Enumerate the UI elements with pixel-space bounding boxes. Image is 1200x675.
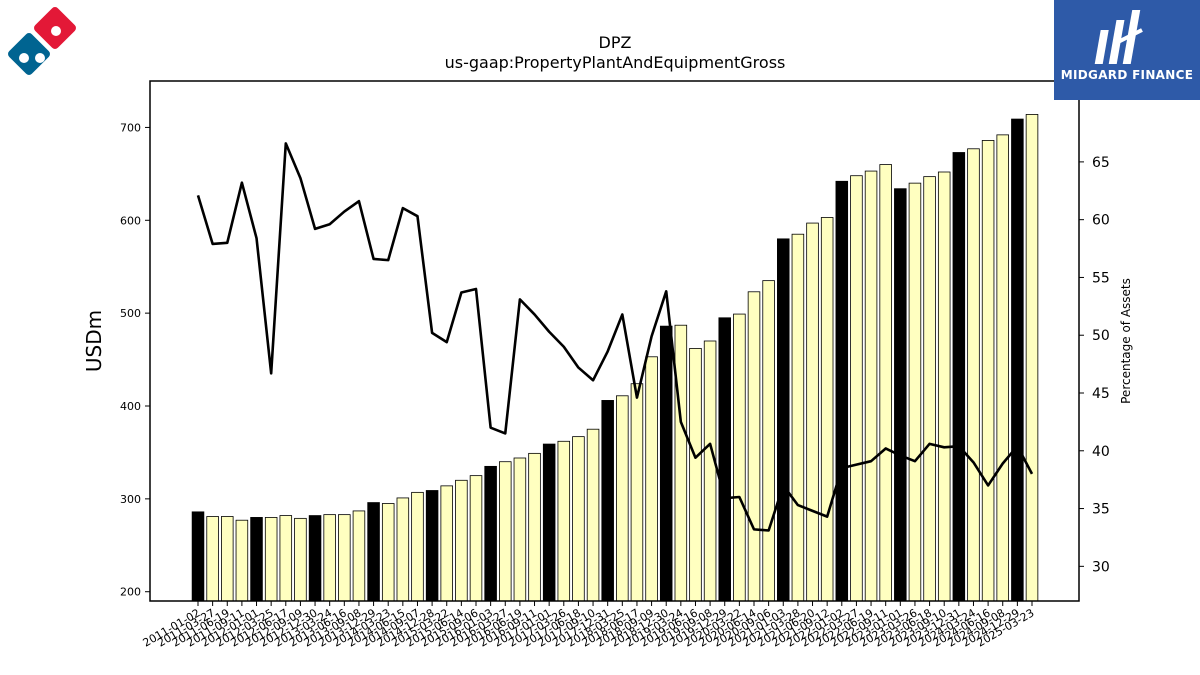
y-tick-label: 400 [120, 400, 141, 413]
bar-2012-03-25 [264, 517, 278, 602]
bar-2021-01-03 [777, 238, 790, 602]
bar-2014-12-28 [425, 490, 439, 602]
percentage-line [196, 142, 1034, 532]
bar-2014-06-15 [396, 497, 410, 602]
bar-2023-09-10 [937, 171, 951, 602]
bar-2018-06-17 [630, 383, 644, 602]
y-tick-label: 200 [120, 586, 141, 599]
y-right-tick-label: 50 [1092, 328, 1110, 344]
y-axis-right: 30 35 40 45 50 55 60 65 [1079, 155, 1110, 575]
line-series [196, 142, 1034, 532]
y-right-tick-label: 40 [1092, 444, 1110, 460]
bar-2016-06-19 [513, 457, 527, 602]
plot-frame [149, 80, 1080, 602]
bar-2024-12-29 [1011, 118, 1024, 602]
bar-2023-03-26 [908, 182, 922, 602]
y-axis-left: 200 300 400 500 600 700 [120, 121, 150, 599]
bar-2017-09-10 [586, 428, 600, 602]
bar-2012-01-01 [250, 517, 263, 602]
bar-2017-06-18 [572, 436, 585, 602]
bar-2019-09-08 [703, 340, 717, 602]
bar-2022-03-27 [850, 175, 863, 602]
bar-2024-06-16 [981, 140, 995, 602]
y-tick-label: 600 [120, 214, 141, 227]
y-right-tick-label: 55 [1092, 270, 1110, 286]
bar-2022-09-11 [879, 164, 892, 602]
y-right-tick-label: 65 [1092, 155, 1110, 171]
brand-name: MIDGARD FINANCE [1060, 68, 1194, 82]
bar-2023-01-01 [894, 188, 907, 602]
bar-2018-09-09 [645, 356, 658, 602]
bar-2014-09-07 [411, 491, 424, 602]
y-axis-label: USDm [82, 310, 106, 372]
bar-2020-03-22 [733, 313, 746, 602]
bar-2020-09-06 [762, 280, 775, 602]
bar-2015-03-22 [440, 485, 453, 602]
y-right-tick-label: 45 [1092, 386, 1110, 402]
bar-2016-01-03 [484, 465, 497, 602]
bar-2013-03-24 [323, 514, 336, 602]
midgard-brand-badge: MIDGARD FINANCE [1054, 0, 1200, 100]
midgard-logo-icon [1094, 10, 1143, 64]
y-right-tick-label: 35 [1092, 502, 1110, 518]
dominos-logo-icon [8, 7, 76, 75]
bar-2022-06-19 [864, 170, 878, 602]
y-right-tick-label: 30 [1092, 559, 1110, 575]
bar-series [191, 114, 1039, 602]
bar-2019-12-29 [718, 317, 731, 602]
bar-2011-09-11 [235, 519, 249, 602]
bar-2020-06-14 [747, 291, 761, 602]
bar-2019-03-24 [674, 324, 688, 602]
chart-subtitle: us-gaap:PropertyPlantAndEquipmentGross [445, 53, 786, 72]
bar-2025-03-23 [1025, 114, 1039, 602]
x-axis: 2011-01-022011-03-272011-06-192011-09-11… [141, 601, 1037, 650]
bar-2019-06-16 [689, 348, 702, 602]
bar-2017-01-01 [542, 443, 556, 602]
y-right-tick-label: 60 [1092, 213, 1110, 229]
bar-2015-06-14 [455, 479, 468, 602]
bar-2011-06-19 [221, 516, 234, 602]
bar-2013-06-16 [338, 514, 351, 602]
bar-2013-09-08 [352, 510, 366, 602]
bar-2012-06-17 [279, 515, 293, 602]
bar-2022-01-02 [835, 180, 849, 602]
bar-2024-03-24 [967, 148, 980, 602]
bar-2021-06-20 [806, 222, 819, 602]
bar-2011-03-27 [206, 516, 219, 602]
bar-2012-12-30 [308, 515, 322, 602]
y-tick-label: 700 [120, 121, 141, 134]
bar-2011-01-02 [191, 511, 205, 602]
bar-2017-12-31 [601, 400, 614, 602]
bar-2013-12-29 [367, 502, 380, 602]
y-axis-right-label: Percentage of Assets [1119, 278, 1133, 404]
bar-2021-09-12 [820, 217, 834, 602]
bar-2014-03-23 [381, 503, 395, 602]
bar-2016-03-27 [499, 461, 512, 602]
chart-title: DPZ [599, 33, 632, 52]
bar-2017-03-26 [557, 440, 571, 602]
bar-2012-09-09 [294, 517, 307, 602]
bar-2016-09-11 [528, 452, 541, 602]
bar-2024-09-08 [996, 134, 1009, 602]
y-tick-label: 500 [120, 307, 141, 320]
bar-2015-09-06 [469, 475, 483, 602]
bar-2021-03-28 [791, 233, 805, 602]
y-tick-label: 300 [120, 493, 141, 506]
bar-2023-06-18 [923, 176, 936, 602]
bar-2023-12-31 [952, 152, 966, 602]
bar-2018-12-30 [659, 325, 673, 602]
bar-2018-03-25 [616, 395, 629, 602]
